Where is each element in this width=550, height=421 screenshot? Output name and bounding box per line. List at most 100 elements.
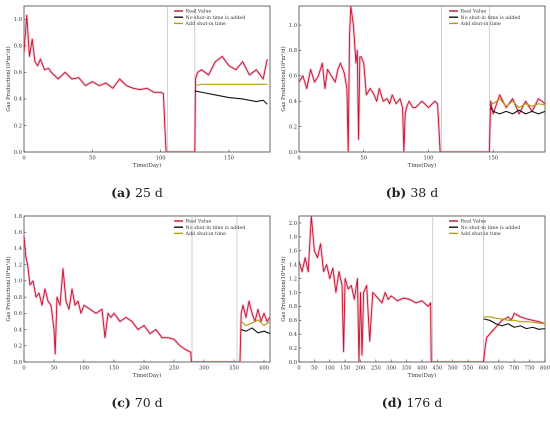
series-line-no-shut-in-time-is-added <box>194 90 268 105</box>
y-tick-label: 0.8 <box>289 304 297 310</box>
series-line-no-shut-in-time-is-added <box>241 327 270 335</box>
legend-label: Real Value <box>461 9 487 15</box>
x-tick-label: 200 <box>139 366 149 372</box>
caption-d: (d) 176 d <box>312 395 512 410</box>
x-tick-label: 0 <box>22 366 25 372</box>
x-tick-label: 150 <box>340 366 350 372</box>
chart-svg-c: 0 50 100 150 200 250 300 350 400 0.0 0.2 0.4 0.6 0.8 1… <box>5 214 271 379</box>
y-tick-label: 0.0 <box>289 360 297 366</box>
x-tick-label: 550 <box>463 366 473 372</box>
x-tick-label: 0 <box>22 156 25 162</box>
y-tick-label: 0.4 <box>289 332 298 338</box>
x-axis-label: Time(Day) <box>133 162 161 169</box>
x-tick-label: 150 <box>224 156 234 162</box>
y-tick-label: 1.2 <box>14 262 22 268</box>
x-tick-label: 0 <box>297 156 300 162</box>
x-tick-label: 600 <box>479 366 489 372</box>
legend-label: Add shut-in time <box>185 231 226 237</box>
series-halo-real-value <box>24 13 269 152</box>
legend-label: Real Value <box>461 219 487 225</box>
y-tick-label: 0.8 <box>289 48 297 54</box>
x-axis-label: Time(Day) <box>133 372 161 379</box>
caption-c: (c) 70 d <box>37 395 237 410</box>
x-tick-label: 150 <box>109 366 119 372</box>
y-tick-label: 1.6 <box>14 230 22 236</box>
y-tick-label: 1.6 <box>289 249 297 255</box>
x-tick-label: 100 <box>325 366 335 372</box>
y-tick-label: 1.4 <box>289 262 298 268</box>
legend-label: No shut-in time is added <box>186 225 246 231</box>
x-tick-label: 100 <box>156 156 166 162</box>
chart-svg-a: 0 50 100 150 0.0 0.2 0.4 0.6 0.8 1.0 Time(Day) Gas … <box>5 5 271 169</box>
caption-text-c: 70 d <box>134 395 163 410</box>
y-tick-label: 2.0 <box>289 221 297 227</box>
x-tick-label: 400 <box>417 366 427 372</box>
x-tick-label: 0 <box>297 366 300 372</box>
x-tick-label: 250 <box>371 366 381 372</box>
y-tick-label: 0.0 <box>14 150 22 156</box>
series-line-real-value <box>24 14 268 152</box>
series-line-real-value <box>24 236 270 362</box>
x-tick-label: 400 <box>259 366 269 372</box>
legend-label: Add shut-in time <box>460 21 501 27</box>
caption-text-b: 38 d <box>410 185 439 200</box>
y-tick-label: 0.0 <box>289 150 297 156</box>
y-tick-label: 1.0 <box>14 17 22 23</box>
y-tick-label: 0.0 <box>14 360 22 366</box>
x-axis-label: Time(Day) <box>408 372 436 379</box>
y-tick-label: 0.6 <box>14 70 22 76</box>
series-group <box>299 216 545 362</box>
y-tick-label: 0.4 <box>289 99 298 105</box>
x-tick-label: 200 <box>356 366 366 372</box>
series-line-no-shut-in-time-is-added <box>483 318 545 330</box>
caption-label-d: (d) <box>381 395 403 410</box>
caption-label-a: (a) <box>111 185 132 200</box>
y-tick-label: 0.6 <box>289 74 297 80</box>
plot-frame <box>23 215 271 363</box>
caption-label-c: (c) <box>111 395 131 410</box>
series-line-real-value <box>299 6 545 152</box>
series-line-real-value <box>299 216 545 362</box>
y-axis-label: Gas Production(10⁴m³/d) <box>280 256 287 321</box>
y-tick-label: 0.4 <box>14 327 23 333</box>
plot-frame <box>298 5 546 153</box>
y-tick-label: 0.6 <box>289 318 297 324</box>
legend-label: Real Value <box>186 9 212 15</box>
series-line-add-shut-in-time <box>194 83 268 87</box>
caption-a: (a) 25 d <box>37 185 237 200</box>
x-tick-label: 100 <box>79 366 89 372</box>
chart-svg-d: 0 50 100 150 200 250 300 350 400 450 500 550 600 650 7… <box>280 215 550 379</box>
series-line-add-shut-in-time <box>240 319 270 327</box>
y-tick-label: 1.4 <box>14 246 23 252</box>
caption-label-b: (b) <box>385 185 407 200</box>
series-line-no-shut-in-time-is-added <box>490 107 545 115</box>
series-group <box>299 6 545 152</box>
y-tick-label: 0.2 <box>289 124 297 130</box>
caption-text-a: 25 d <box>135 185 163 200</box>
x-tick-label: 700 <box>509 366 519 372</box>
y-tick-label: 0.6 <box>14 311 22 317</box>
legend-label: Add shut-in time <box>185 21 226 27</box>
x-tick-label: 300 <box>386 366 396 372</box>
y-tick-label: 1.0 <box>14 279 22 285</box>
caption-text-d: 176 d <box>406 395 443 410</box>
x-tick-label: 250 <box>169 366 179 372</box>
x-tick-label: 800 <box>540 366 550 372</box>
legend-label: No shut-in time is added <box>461 15 521 21</box>
x-tick-label: 150 <box>488 156 498 162</box>
legend-label: No shut-in time is added <box>461 225 521 231</box>
x-tick-label: 450 <box>432 366 442 372</box>
series-group <box>24 13 269 152</box>
x-tick-label: 300 <box>199 366 209 372</box>
y-axis-label: Gas Production(10⁴m³/d) <box>5 256 12 321</box>
y-tick-label: 0.8 <box>14 295 22 301</box>
legend-label: Add shut-in time <box>460 231 501 237</box>
x-tick-label: 50 <box>311 366 318 372</box>
x-tick-label: 650 <box>494 366 504 372</box>
x-tick-label: 50 <box>89 156 96 162</box>
x-axis-label: Time(Day) <box>408 162 436 169</box>
chart-panel-b: 0 50 100 150 0.0 0.2 0.4 0.6 0.8 1.0 Time(Day) Gas … <box>275 0 550 210</box>
x-tick-label: 50 <box>360 156 367 162</box>
y-tick-label: 0.2 <box>289 346 297 352</box>
x-tick-label: 350 <box>229 366 239 372</box>
